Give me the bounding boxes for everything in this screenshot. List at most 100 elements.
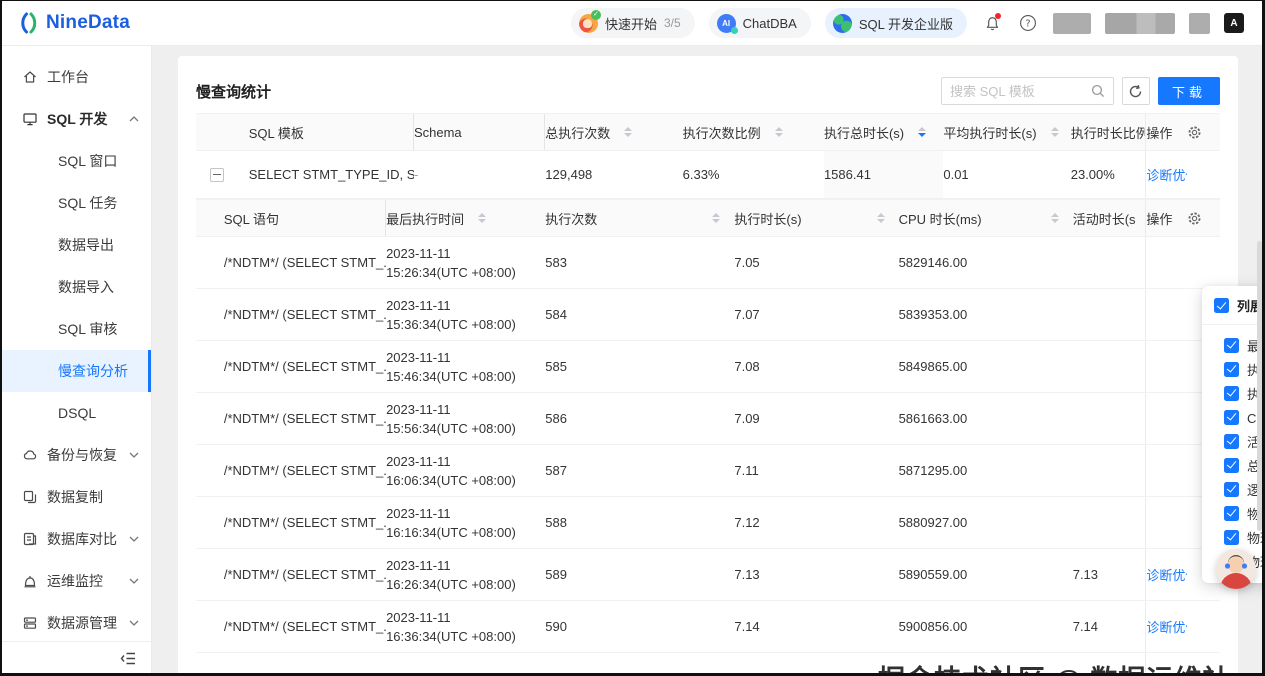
refresh-icon [1130, 84, 1142, 97]
redacted-block [1053, 12, 1091, 34]
collapse-row-button[interactable] [210, 167, 224, 182]
checkbox-checked [1224, 433, 1239, 449]
sidebar-footer [2, 641, 151, 673]
column-toggle-item[interactable]: CPU 时长(ms) [1202, 405, 1262, 429]
slow-query-row: /*NDTM*/ (SELECT STMT_... 2023-11-11 16:3… [196, 601, 1220, 653]
watermark: 掘金技术社区 @ 数据运维社 [878, 658, 1230, 673]
sql-statement-cell[interactable]: /*NDTM*/ (SELECT STMT_... [223, 619, 387, 634]
input-method-icon[interactable]: A [1224, 13, 1244, 33]
sort-header[interactable]: 平均执行时长(s) [943, 114, 1070, 150]
sort-header-active[interactable]: 执行总时长(s) [824, 114, 943, 150]
column-settings-gear-icon[interactable] [1187, 200, 1220, 236]
sort-icon [478, 213, 487, 223]
sidebar-item-workbench[interactable]: 工作台 [2, 56, 151, 98]
column-toggle-item[interactable]: 活动时长(s) [1202, 429, 1262, 453]
checkbox-checked [1224, 409, 1239, 425]
compare-icon [23, 532, 37, 546]
sql-statement-cell[interactable]: /*NDTM*/ (SELECT STMT_... [223, 359, 387, 374]
sort-header[interactable]: 执行时长(s) [734, 200, 898, 236]
quick-start-button[interactable]: 快速开始 3/5 [570, 8, 695, 38]
checkbox-checked[interactable] [1214, 298, 1229, 313]
slow-query-row: /*NDTM*/ (SELECT STMT_... 2023-11-11 16:1… [196, 497, 1220, 549]
column-toggle-item[interactable]: 逻辑读次数 [1202, 477, 1262, 501]
chevron-down-icon [129, 536, 139, 542]
sort-header[interactable]: 总执行次数 [545, 114, 682, 150]
sidebar-subitem[interactable]: 数据导入 [58, 279, 114, 295]
quick-start-label: 快速开始 [604, 16, 657, 32]
edition-badge[interactable]: SQL 开发企业版 [824, 8, 967, 38]
sidebar-item-replication[interactable]: 数据复制 [2, 476, 151, 518]
slow-query-row: /*NDTM*/ (SELECT STMT_... 2023-11-11 15:3… [196, 289, 1220, 341]
sql-statement-cell[interactable]: /*NDTM*/ (SELECT STMT_... [223, 567, 387, 582]
monitor-icon [23, 113, 37, 126]
notification-bell-icon[interactable] [981, 12, 1003, 34]
sql-statement-cell[interactable]: /*NDTM*/ (SELECT STMT_... [223, 463, 387, 478]
logo-text: NineData [46, 12, 130, 33]
collapse-sidebar-icon[interactable] [120, 651, 137, 666]
sidebar: 工作台 SQL 开发 SQL 窗口 SQL 任务 数据导出 数据导入 SQL 审… [2, 46, 152, 673]
sidebar-group-datasource[interactable]: 数据源管理 [2, 602, 151, 644]
slow-query-row: /*NDTM*/ (SELECT STMT_... 2023-11-11 15:2… [196, 237, 1220, 289]
ai-icon: AI [716, 13, 738, 34]
svg-text:?: ? [1025, 18, 1030, 29]
sort-icon [876, 213, 885, 223]
column-toggle-item[interactable]: 执行时长(s) [1202, 381, 1262, 405]
logo[interactable]: NineData [18, 11, 130, 35]
column-toggle-item[interactable]: 执行次数 [1202, 357, 1262, 381]
sidebar-subitem[interactable]: SQL 窗口 [58, 153, 118, 169]
diagnose-link[interactable]: 诊断优化 [1146, 620, 1187, 635]
search-input[interactable] [949, 83, 1091, 99]
sql-statement-cell[interactable]: /*NDTM*/ (SELECT STMT_... [223, 307, 387, 322]
refresh-button[interactable] [1121, 77, 1150, 105]
column-settings-gear-icon[interactable] [1187, 114, 1220, 150]
sort-icon [712, 213, 721, 223]
sort-icon [774, 127, 783, 137]
sql-statement-cell[interactable]: /*NDTM*/ (SELECT STMT_... [223, 515, 387, 530]
column-toggle-item[interactable]: 最后执行时间 [1202, 333, 1262, 357]
sql-statement-cell[interactable]: /*NDTM*/ (SELECT STMT_... [223, 255, 387, 270]
checkbox-checked [1224, 337, 1239, 353]
sql-template-cell[interactable]: SELECT STMT_TYPE_ID, S... [248, 167, 414, 182]
copy-icon [23, 490, 37, 504]
sidebar-subitem-active[interactable]: 慢查询分析 [2, 350, 151, 392]
checkbox-checked [1224, 457, 1239, 473]
sidebar-subitem[interactable]: SQL 审核 [58, 321, 118, 337]
scrollbar-thumb[interactable] [1257, 241, 1262, 531]
diagnose-link[interactable]: 诊断优化 [1146, 168, 1187, 183]
sidebar-group-ops-monitor[interactable]: 运维监控 [2, 560, 151, 602]
sql-statement-cell[interactable]: /*NDTM*/ (SELECT STMT_... [223, 411, 387, 426]
search-icon[interactable] [1091, 84, 1105, 98]
sort-header[interactable]: 最后执行时间 [386, 200, 545, 236]
sort-header[interactable]: 执行次数比例 [683, 114, 824, 150]
sidebar-group-db-compare[interactable]: 数据库对比 [2, 518, 151, 560]
sort-header[interactable]: 执行次数 [545, 200, 734, 236]
column-toggle-item[interactable]: 总活动等待时长(s) [1202, 453, 1262, 477]
column-toggle-item[interactable]: 物理写次数 [1202, 525, 1262, 549]
cloud-icon [23, 450, 37, 460]
sidebar-subitem[interactable]: DSQL [58, 405, 97, 421]
checkbox-checked [1224, 505, 1239, 521]
help-icon[interactable]: ? [1017, 12, 1039, 34]
search-box [940, 77, 1114, 105]
sidebar-subitem[interactable]: SQL 任务 [58, 195, 118, 211]
chevron-down-icon [129, 452, 139, 458]
support-avatar[interactable] [1216, 549, 1256, 589]
sql-statement-cell[interactable]: /*NDTM*/ (SELECT STMT_... [224, 653, 386, 673]
page-title: 慢查询统计 [196, 83, 272, 101]
chevron-down-icon [129, 620, 139, 626]
sort-header[interactable]: CPU 时长(ms) [899, 200, 1073, 236]
sidebar-group-sql-dev[interactable]: SQL 开发 [2, 98, 151, 140]
slow-query-row: /*NDTM*/ (SELECT STMT_... 2023-11-11 诊断优… [196, 653, 1220, 673]
diagnose-link[interactable]: 诊断优化 [1146, 568, 1187, 583]
quick-start-icon [578, 9, 601, 33]
sidebar-group-backup[interactable]: 备份与恢复 [2, 434, 151, 476]
globe-icon [832, 13, 852, 33]
chatdba-button[interactable]: AI ChatDBA [708, 8, 811, 38]
edition-label: SQL 开发企业版 [858, 16, 953, 32]
column-toggle-item[interactable]: 物理读次数 [1202, 501, 1262, 525]
diagnose-link[interactable]: 诊断优化 [1146, 669, 1187, 673]
sidebar-subitem[interactable]: 数据导出 [58, 237, 114, 253]
sort-icon [1050, 213, 1059, 223]
download-button[interactable]: 下载 [1157, 77, 1220, 105]
